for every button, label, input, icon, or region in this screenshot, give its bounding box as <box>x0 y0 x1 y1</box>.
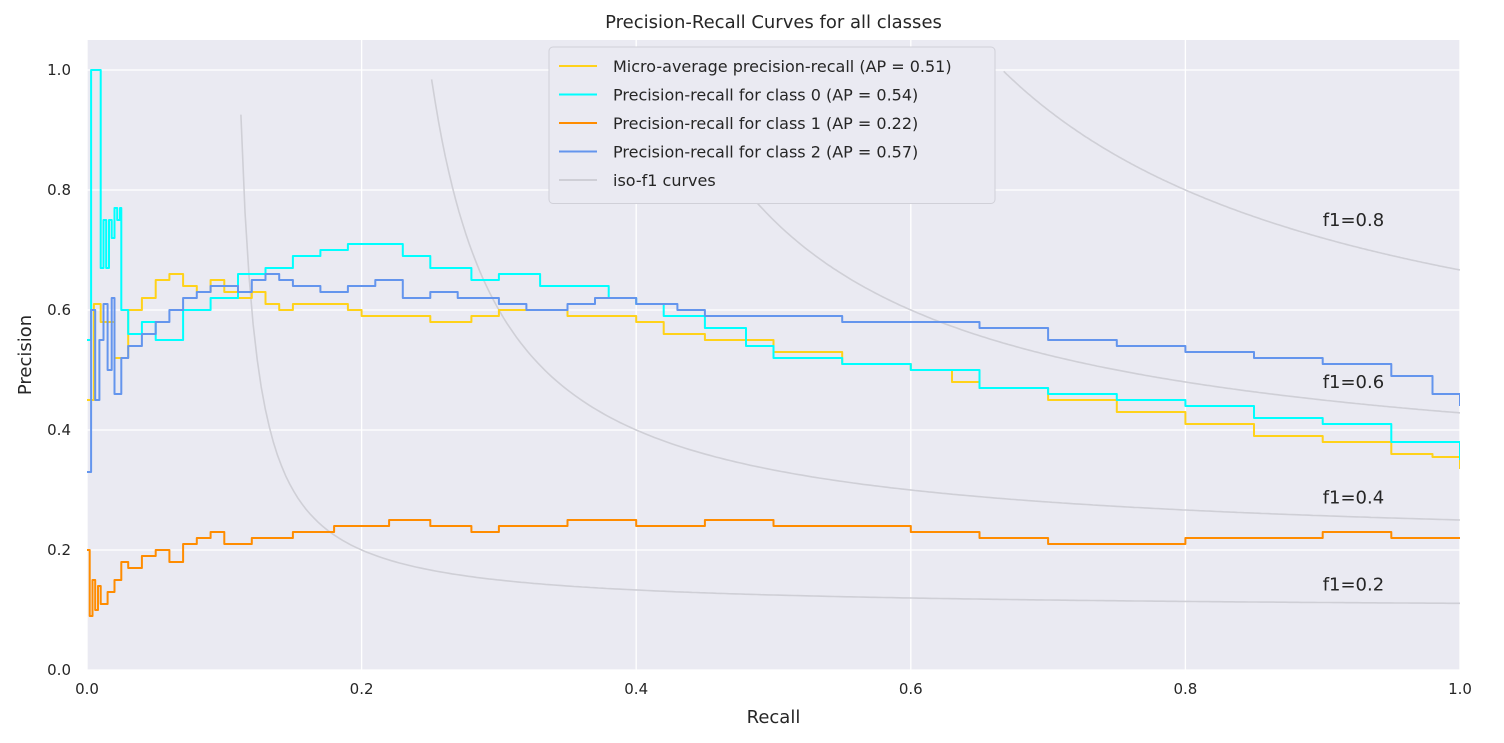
iso-f1-curve <box>1003 70 1460 271</box>
legend-box <box>548 46 996 204</box>
y-tick-label: 0.4 <box>47 421 71 439</box>
legend-label: Precision-recall for class 1 (AP = 0.22) <box>613 114 918 133</box>
x-tick-label: 1.0 <box>1448 680 1472 698</box>
series-lines <box>87 69 1460 617</box>
iso-f1-label: f1=0.2 <box>1323 575 1385 596</box>
y-tick-label: 0.6 <box>47 301 71 319</box>
x-tick-label: 0.8 <box>1173 680 1197 698</box>
y-tick-label: 1.0 <box>47 61 71 79</box>
y-tick-label: 0.2 <box>47 541 71 559</box>
chart-title: Precision-Recall Curves for all classes <box>605 12 942 33</box>
series-line <box>87 519 1460 617</box>
x-tick-label: 0.2 <box>350 680 374 698</box>
iso-f1-curves <box>240 70 1460 605</box>
y-axis-label: Precision <box>15 315 36 395</box>
y-axis-ticks: 0.0 0.2 0.4 0.6 0.8 1.0 <box>47 61 71 679</box>
legend: Micro-average precision-recall (AP = 0.5… <box>548 46 996 204</box>
iso-f1-curve <box>430 79 1460 521</box>
legend-label: Precision-recall for class 0 (AP = 0.54) <box>613 86 918 105</box>
iso-f1-curve <box>240 114 1460 605</box>
legend-label: Precision-recall for class 2 (AP = 0.57) <box>613 143 918 162</box>
iso-f1-label: f1=0.8 <box>1323 210 1385 231</box>
series-line <box>87 69 1460 460</box>
legend-label: Micro-average precision-recall (AP = 0.5… <box>613 57 952 76</box>
series-line <box>87 273 1460 473</box>
series-line <box>87 273 1460 469</box>
x-axis-label: Recall <box>747 707 801 728</box>
x-axis-ticks: 0.0 0.2 0.4 0.6 0.8 1.0 <box>75 680 1472 698</box>
x-tick-label: 0.4 <box>624 680 648 698</box>
x-tick-label: 0.0 <box>75 680 99 698</box>
iso-f1-label: f1=0.4 <box>1323 488 1385 509</box>
x-tick-label: 0.6 <box>899 680 923 698</box>
legend-label: iso-f1 curves <box>613 171 716 190</box>
iso-f1-curve <box>676 72 1460 414</box>
y-tick-label: 0.0 <box>47 661 71 679</box>
y-tick-label: 0.8 <box>47 181 71 199</box>
iso-f1-label: f1=0.6 <box>1323 372 1385 393</box>
iso-f1-labels: f1=0.2 f1=0.4 f1=0.6 f1=0.8 <box>1323 210 1385 596</box>
